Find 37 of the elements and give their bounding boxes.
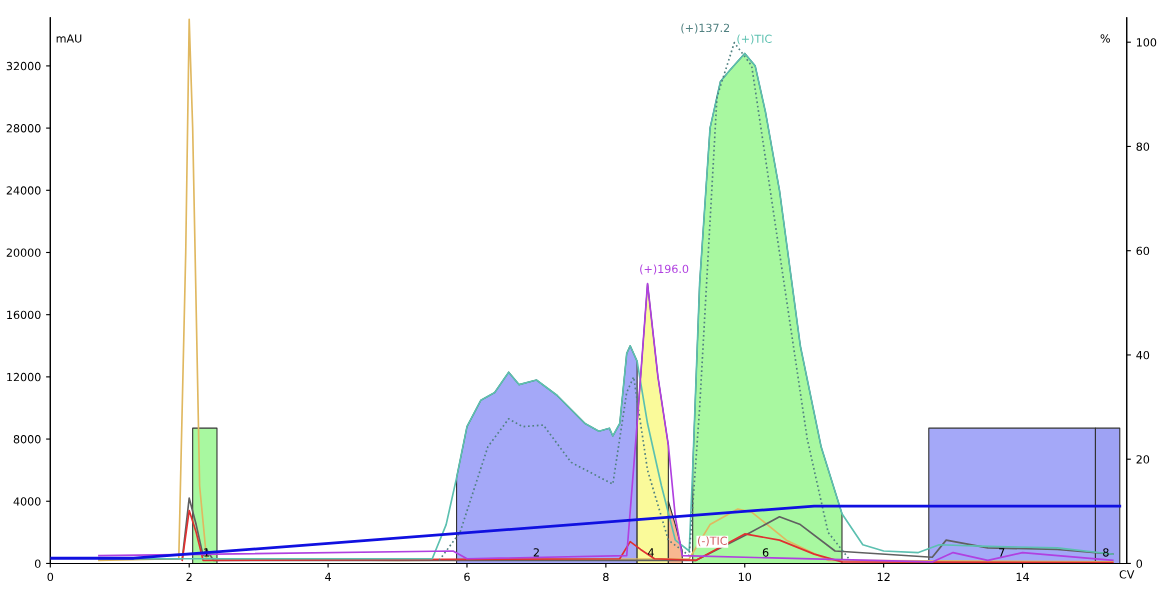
annotation: 8 bbox=[1103, 548, 1109, 557]
annotation: (-)TIC bbox=[698, 536, 727, 547]
y-tick-label: 24000 bbox=[6, 186, 41, 195]
y2-tick-label: 100 bbox=[1136, 38, 1157, 47]
x-tick-label: 10 bbox=[738, 572, 752, 582]
y2-tick-label: 80 bbox=[1136, 142, 1150, 151]
annotation: 6 bbox=[762, 548, 769, 557]
annotation: 2 bbox=[533, 548, 539, 557]
x-tick-label: 0 bbox=[47, 572, 54, 582]
y-tick-label: 16000 bbox=[7, 310, 41, 320]
y-axis-title: mAU bbox=[56, 34, 82, 43]
y-tick-label: 12000 bbox=[7, 372, 41, 382]
series-label: (+)196.0 bbox=[640, 264, 689, 275]
annotation: 7 bbox=[999, 548, 1005, 557]
y-tick-label: 20000 bbox=[6, 248, 41, 257]
x-tick-label: 2 bbox=[186, 572, 192, 581]
x-tick-label: 14 bbox=[1016, 572, 1029, 581]
y2-axis-title: % bbox=[1100, 34, 1110, 43]
line-series bbox=[181, 509, 1114, 564]
x-tick-label: 12 bbox=[877, 572, 890, 581]
x-tick-label: 4 bbox=[325, 572, 331, 581]
y-tick-label: 4000 bbox=[13, 497, 41, 506]
y2-tick-label: 20 bbox=[1136, 455, 1150, 464]
x-tick-label: 6 bbox=[464, 572, 470, 582]
x-axis-title: CV bbox=[1119, 570, 1135, 579]
y2-tick-label: 60 bbox=[1136, 246, 1150, 256]
annotation: 4 bbox=[648, 548, 654, 557]
x-tick-label: 8 bbox=[603, 572, 609, 582]
y-tick-label: 28000 bbox=[6, 124, 41, 133]
y-tick-label: 32000 bbox=[6, 61, 41, 71]
y2-tick-label: 40 bbox=[1136, 350, 1150, 360]
series-label: (+)TIC bbox=[737, 34, 772, 45]
y-tick-label: 0 bbox=[34, 559, 41, 568]
line-series bbox=[98, 282, 1114, 563]
y2-tick-label: 0 bbox=[1136, 559, 1143, 568]
series-label: (+)137.2 bbox=[681, 23, 730, 34]
y-tick-label: 8000 bbox=[13, 435, 41, 444]
